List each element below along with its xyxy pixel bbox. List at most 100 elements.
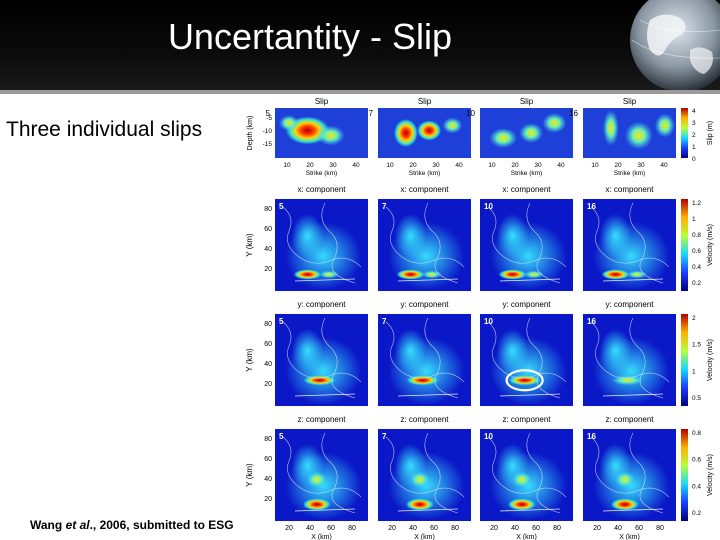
- velocity-hotspot: [306, 471, 327, 488]
- contour-line: [385, 436, 465, 498]
- contour-line: [629, 202, 664, 284]
- slip-x-tick: 40: [455, 162, 463, 169]
- slip-patch: [602, 110, 619, 146]
- slip-y-label: Depth (km): [247, 116, 254, 151]
- slip-colorbar-label: Slip (m): [707, 121, 714, 145]
- slip-patch: [489, 128, 518, 148]
- citation-etal: et al: [65, 518, 90, 532]
- basin-glow: [291, 213, 324, 258]
- velocity-y-tick: 80: [264, 206, 272, 213]
- velocity-x-tick: 40: [409, 525, 417, 532]
- velocity-x-tick: 60: [430, 525, 438, 532]
- contour-line: [590, 321, 670, 383]
- velocity-hotspot: [421, 270, 442, 279]
- slip-y-tick: -10: [263, 128, 273, 135]
- velocity-y-tick: 40: [264, 246, 272, 253]
- velocity-y-tick: 80: [264, 321, 272, 328]
- component-title: y: component: [502, 300, 551, 309]
- velocity-panel-id: 7: [382, 317, 387, 326]
- velocity-x-label: X (km): [516, 534, 537, 540]
- contour-line: [526, 202, 561, 284]
- basin-glow: [496, 328, 529, 373]
- slip-x-tick: 30: [329, 162, 337, 169]
- component-title: x: component: [400, 185, 449, 194]
- slip-x-label: Strike (km): [409, 170, 440, 177]
- contour-line: [487, 321, 567, 383]
- contour-line: [526, 317, 561, 399]
- basin-glow: [394, 213, 427, 258]
- component-title: y: component: [400, 300, 449, 309]
- velocity-x-tick: 20: [285, 525, 293, 532]
- citation-author: Wang: [30, 518, 66, 532]
- velocity-y-tick: 80: [264, 436, 272, 443]
- basin-glow: [599, 213, 632, 258]
- slip-patch: [624, 121, 653, 150]
- contour-line: [424, 202, 459, 284]
- contour-line: [590, 436, 670, 498]
- velocity-colorbar-tick: 0.8: [692, 430, 701, 437]
- velocity-panel-id: 16: [587, 317, 596, 326]
- velocity-hotspot: [610, 498, 639, 511]
- slip-x-tick: 20: [614, 162, 622, 169]
- contour-line: [282, 436, 362, 498]
- basin-glow: [496, 213, 529, 258]
- velocity-hotspot: [614, 471, 635, 488]
- contour-line: [385, 321, 465, 383]
- velocity-x-tick: 60: [532, 525, 540, 532]
- component-title: z: component: [502, 415, 551, 424]
- velocity-panel-id: 16: [587, 432, 596, 441]
- slip-x-tick: 10: [591, 162, 599, 169]
- component-title: y: component: [297, 300, 346, 309]
- contour-line: [424, 432, 459, 514]
- velocity-colorbar: [681, 314, 688, 406]
- slide-header: Uncertantity - Slip: [0, 0, 720, 90]
- fault-trace: [499, 508, 561, 512]
- slip-colorbar-tick: 1: [692, 144, 696, 151]
- contour-line: [385, 206, 465, 268]
- slip-patch: [654, 113, 675, 138]
- contour-line: [629, 317, 664, 399]
- slip-patch: [417, 120, 442, 141]
- velocity-x-tick: 80: [656, 525, 664, 532]
- fault-trace: [294, 508, 356, 512]
- velocity-colorbar-tick: 0.4: [692, 264, 701, 271]
- velocity-x-label: X (km): [619, 534, 640, 540]
- velocity-y-tick: 20: [264, 496, 272, 503]
- velocity-x-tick: 20: [593, 525, 601, 532]
- contour-line: [526, 432, 561, 514]
- velocity-hotspot: [409, 471, 430, 488]
- slip-x-tick: 40: [352, 162, 360, 169]
- fault-trace: [602, 278, 664, 282]
- velocity-y-tick: 60: [264, 226, 272, 233]
- velocity-panel-id: 7: [382, 432, 387, 441]
- fault-trace: [294, 278, 356, 282]
- slip-patch: [519, 123, 544, 143]
- component-title: z: component: [605, 415, 654, 424]
- contour-line: [629, 432, 664, 514]
- slip-panel-id: 16: [569, 109, 578, 118]
- fault-trace: [397, 508, 459, 512]
- velocity-x-label: X (km): [311, 534, 332, 540]
- component-title: x: component: [605, 185, 654, 194]
- contour-line: [487, 206, 567, 268]
- contour-line: [590, 206, 670, 268]
- slip-y-tick: -5: [266, 115, 272, 122]
- velocity-x-tick: 60: [635, 525, 643, 532]
- velocity-hotspot: [396, 269, 425, 280]
- velocity-hotspot: [293, 269, 322, 280]
- velocity-x-tick: 40: [511, 525, 519, 532]
- velocity-panel-id: 10: [484, 432, 493, 441]
- component-title: z: component: [297, 415, 346, 424]
- basin-glow: [599, 328, 632, 373]
- contour-line: [424, 317, 459, 399]
- slip-x-tick: 40: [660, 162, 668, 169]
- contour-line: [282, 321, 362, 383]
- slip-patch: [316, 125, 345, 146]
- fault-trace: [499, 278, 561, 282]
- component-title: x: component: [297, 185, 346, 194]
- basin-glow: [291, 328, 324, 373]
- fault-trace: [294, 393, 356, 397]
- velocity-x-tick: 60: [327, 525, 335, 532]
- slip-x-tick: 10: [283, 162, 291, 169]
